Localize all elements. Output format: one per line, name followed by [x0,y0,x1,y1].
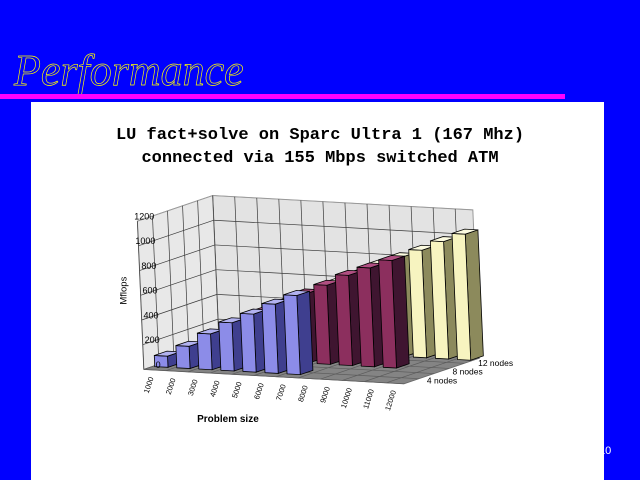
svg-text:600: 600 [142,286,157,296]
svg-text:1000: 1000 [135,236,155,246]
svg-text:400: 400 [144,310,159,320]
svg-text:2000: 2000 [164,377,178,396]
svg-text:12 nodes: 12 nodes [478,358,513,368]
svg-text:1000: 1000 [142,376,156,395]
svg-text:11000: 11000 [361,388,376,410]
svg-text:800: 800 [141,261,156,271]
svg-text:200: 200 [145,335,160,345]
svg-text:8000: 8000 [296,384,310,403]
svg-text:7000: 7000 [274,383,288,402]
svg-text:12000: 12000 [383,389,398,412]
svg-text:Mflops: Mflops [118,276,129,304]
svg-text:Problem size: Problem size [197,414,259,425]
svg-text:6000: 6000 [252,382,266,401]
svg-text:0: 0 [156,360,161,370]
svg-text:5000: 5000 [230,381,244,400]
svg-text:1200: 1200 [134,211,154,221]
svg-text:4 nodes: 4 nodes [427,375,457,385]
svg-text:9000: 9000 [318,386,332,405]
svg-text:4000: 4000 [208,379,222,398]
svg-text:10000: 10000 [339,387,354,410]
svg-text:3000: 3000 [186,378,200,397]
